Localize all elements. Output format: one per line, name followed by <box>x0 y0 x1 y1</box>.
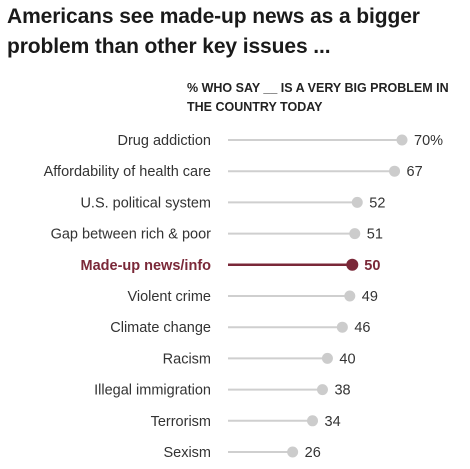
data-point-affordability-of-health-care <box>389 165 401 177</box>
value-label-u-s-political-system: 52 <box>369 195 385 211</box>
category-label-drug-addiction: Drug addiction <box>118 133 212 149</box>
category-label-made-up-news-info: Made-up news/info <box>81 258 212 274</box>
value-label-made-up-news-info: 50 <box>364 258 380 274</box>
data-point-violent-crime <box>344 290 356 302</box>
category-label-u-s-political-system: U.S. political system <box>80 195 211 211</box>
data-point-climate-change <box>336 321 348 333</box>
data-point-u-s-political-system <box>351 196 363 208</box>
data-point-illegal-immigration <box>316 384 328 396</box>
data-point-racism <box>321 352 333 364</box>
value-label-racism: 40 <box>339 351 355 367</box>
value-label-climate-change: 46 <box>354 320 370 336</box>
value-label-violent-crime: 49 <box>362 289 378 305</box>
category-label-illegal-immigration: Illegal immigration <box>94 383 211 399</box>
value-label-terrorism: 34 <box>325 414 341 430</box>
data-point-sexism <box>287 446 299 458</box>
category-label-affordability-of-health-care: Affordability of health care <box>44 164 211 180</box>
data-point-terrorism <box>307 415 319 427</box>
category-label-climate-change: Climate change <box>110 320 211 336</box>
category-label-sexism: Sexism <box>163 445 211 461</box>
chart-subtitle: % who say __ is a very big problem in th… <box>187 81 449 114</box>
category-label-violent-crime: Violent crime <box>127 289 211 305</box>
category-label-gap-between-rich-poor: Gap between rich & poor <box>51 227 212 243</box>
value-label-drug-addiction: 70% <box>414 133 443 149</box>
category-label-racism: Racism <box>163 351 211 367</box>
value-label-affordability-of-health-care: 67 <box>407 164 423 180</box>
category-label-terrorism: Terrorism <box>151 414 211 430</box>
value-label-sexism: 26 <box>305 445 321 461</box>
chart-title: Americans see made-up news as a bigger p… <box>7 5 420 58</box>
data-point-made-up-news-info <box>346 258 359 271</box>
value-label-illegal-immigration: 38 <box>334 383 350 399</box>
data-point-gap-between-rich-poor <box>349 228 361 240</box>
value-label-gap-between-rich-poor: 51 <box>367 227 383 243</box>
data-point-drug-addiction <box>396 134 408 146</box>
